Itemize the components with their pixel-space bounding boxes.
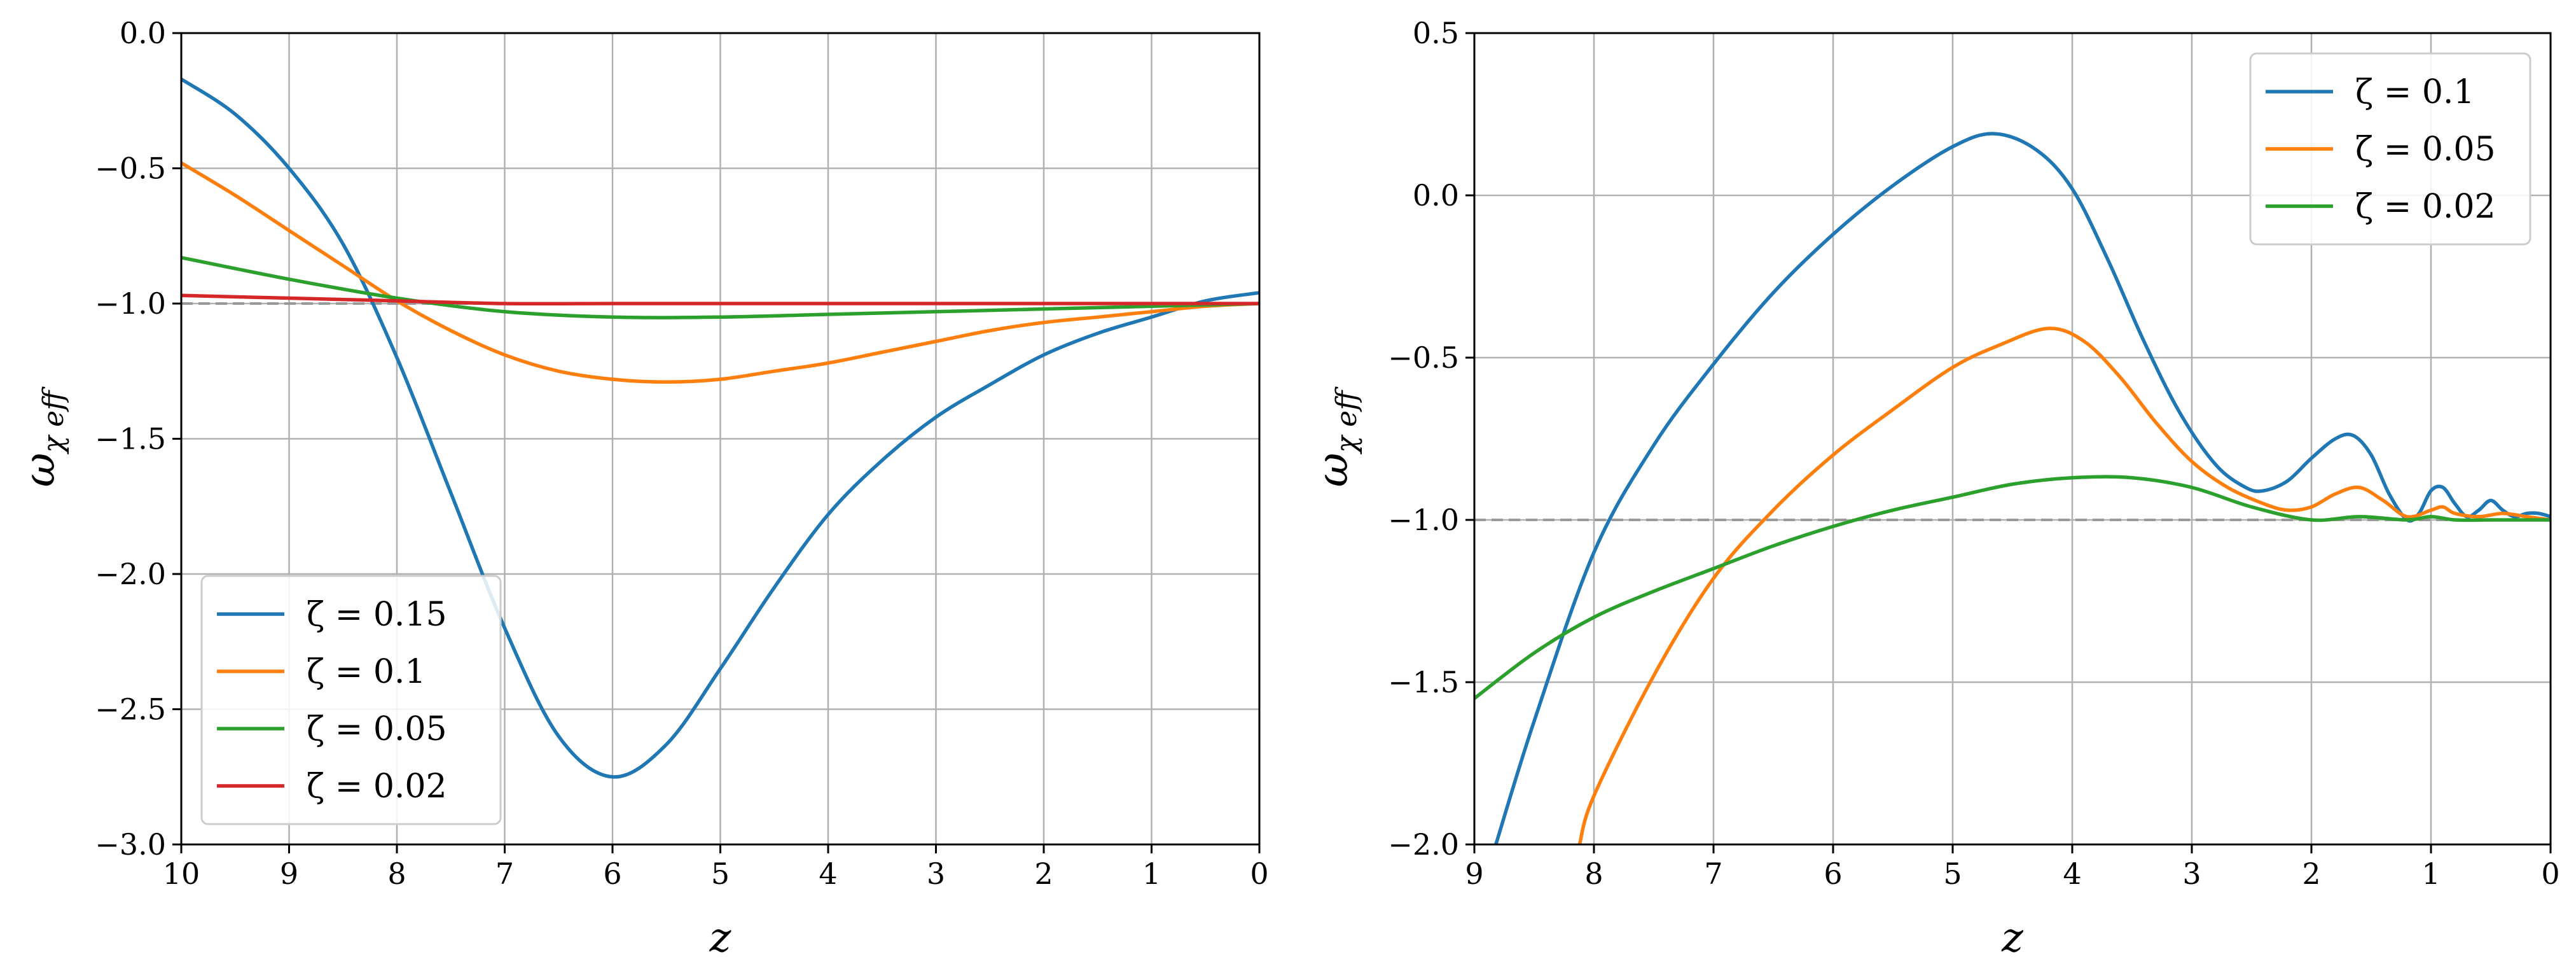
- legend-box: [200, 575, 502, 825]
- y-tick-label-5: −2.5: [95, 692, 166, 727]
- x-tick-label-6: 4: [819, 857, 837, 891]
- x-tick-label-8: 2: [1034, 857, 1053, 891]
- x-tick-label-1: 8: [1584, 857, 1603, 891]
- axes-frame: [1473, 32, 2552, 846]
- y-tick-label-4: −2.0: [95, 557, 166, 591]
- x-tick-label-2: 8: [387, 857, 406, 891]
- y-axis-label-sub: χ eff: [38, 386, 70, 455]
- y-axis-label-main: ω: [1308, 453, 1357, 487]
- x-tick-label-9: 0: [2541, 857, 2559, 891]
- series-line-3: [181, 293, 1259, 306]
- series-line-1: [181, 161, 1259, 384]
- y-tick-label-0: 0.5: [1413, 16, 1459, 50]
- x-tick-label-5: 5: [711, 857, 730, 891]
- legend: ζ = 0.15 ζ = 0.1 ζ = 0.05 ζ = 0.02: [200, 575, 502, 825]
- y-axis-label-main: ω: [15, 453, 64, 487]
- y-axis-label-sub: χ eff: [1331, 386, 1363, 455]
- x-axis-label: z: [709, 914, 732, 962]
- x-tick-label-5: 4: [2063, 857, 2081, 891]
- y-tick-label-1: 0.0: [1413, 178, 1459, 213]
- y-tick-label-6: −3.0: [95, 827, 166, 862]
- x-tick-label-0: 9: [1465, 857, 1483, 891]
- series-group: [1474, 132, 2551, 844]
- y-tick-label-4: −1.5: [1388, 665, 1459, 699]
- x-tick-label-9: 1: [1142, 857, 1161, 891]
- x-tick-label-6: 3: [2182, 857, 2201, 891]
- x-tick-label-4: 5: [1943, 857, 1962, 891]
- x-tick-label-3: 7: [495, 857, 514, 891]
- x-tick-label-2: 7: [1704, 857, 1722, 891]
- y-tick-label-3: −1.5: [95, 422, 166, 456]
- y-tick-label-5: −2.0: [1388, 827, 1459, 862]
- x-tick-label-3: 6: [1824, 857, 1842, 891]
- series-line-0: [181, 77, 1259, 779]
- x-tick-label-10: 0: [1250, 857, 1268, 891]
- x-axis-label: z: [2001, 914, 2024, 962]
- y-tick-label-2: −1.0: [95, 286, 166, 321]
- x-tick-label-7: 3: [927, 857, 945, 891]
- series-group: [181, 77, 1259, 779]
- legend-label-2: ζ = 0.05: [307, 710, 447, 748]
- legend-label-2: ζ = 0.02: [2355, 188, 2496, 226]
- x-tick-label-4: 6: [603, 857, 621, 891]
- legend-label-1: ζ = 0.1: [307, 653, 426, 691]
- legend-box: [2249, 52, 2531, 246]
- y-tick-label-3: −1.0: [1388, 503, 1459, 537]
- series-line-2: [1474, 475, 2551, 700]
- y-axis-label: ωχ eff: [1308, 386, 1363, 487]
- y-axis-label: ωχ eff: [15, 386, 70, 487]
- series-line-2: [181, 256, 1259, 319]
- series-line-1: [1577, 326, 2551, 844]
- legend-label-3: ζ = 0.02: [307, 767, 447, 806]
- x-tick-label-0: 10: [163, 857, 200, 891]
- x-tick-label-8: 1: [2421, 857, 2440, 891]
- legend: ζ = 0.1 ζ = 0.05 ζ = 0.02: [2249, 52, 2531, 246]
- y-tick-label-2: −0.5: [1388, 340, 1459, 375]
- x-tick-label-7: 2: [2302, 857, 2320, 891]
- chart-panel-right: 9 8 7 6 5 4 3 2 1 0 0.5 0.0 −0.5 −1.0 −1.5 −2.0 z ωχ eff ζ…: [1308, 16, 2560, 962]
- chart-panel-left: 10 9 8 7 6 5 4 3 2 1 00.0−0.5−1.0−1.5−2.0−2.5−3.0z…: [15, 16, 1269, 962]
- legend-label-1: ζ = 0.05: [2355, 130, 2496, 169]
- y-tick-label-1: −0.5: [95, 151, 166, 186]
- x-tick-label-1: 9: [280, 857, 298, 891]
- y-tick-label-0: 0.0: [120, 16, 166, 50]
- legend-label-0: ζ = 0.1: [2355, 73, 2475, 111]
- legend-label-0: ζ = 0.15: [307, 596, 447, 634]
